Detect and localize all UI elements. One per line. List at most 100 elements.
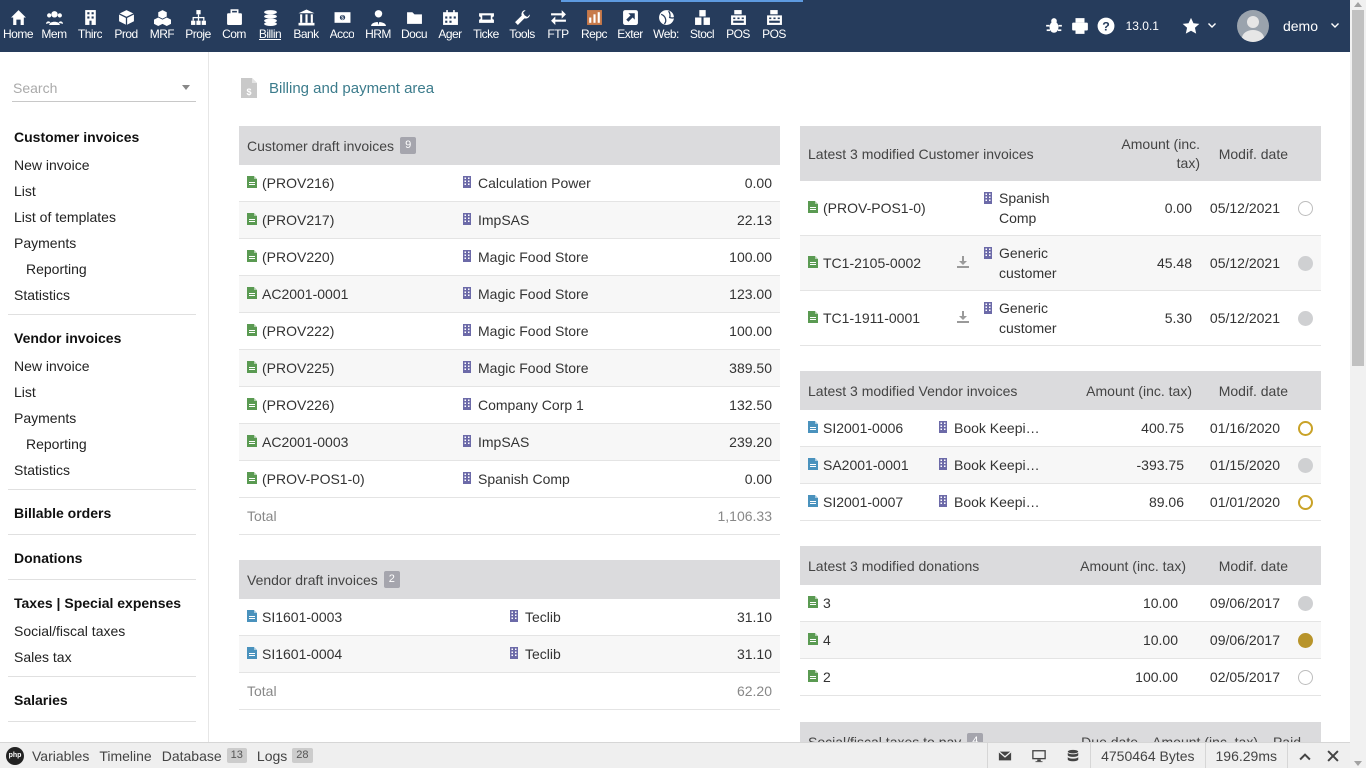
page-title[interactable]: Billing and payment area [269,79,435,97]
thirdparty-link[interactable]: Magic Food Store [462,286,682,302]
menu-item-pos-20[interactable]: POS [720,0,756,52]
thirdparty-link[interactable]: Spanish Comp [983,188,1083,228]
sidebar-item-vi-reporting[interactable]: Reporting [26,436,87,452]
donation-ref-link[interactable]: 3 [808,595,1078,611]
menu-item-proje-5[interactable]: Proje [180,0,216,52]
user-chevron-down-icon[interactable] [1330,18,1340,34]
invoice-ref-link[interactable]: (PROV216) [247,175,462,191]
menu-item-repc-16[interactable]: Repc [576,0,612,52]
invoice-ref-link[interactable]: (PROV220) [247,249,462,265]
thirdparty-link[interactable]: Spanish Comp [462,471,682,487]
download-icon[interactable] [956,255,970,272]
menu-item-com-6[interactable]: Com [216,0,252,52]
sidebar-item-sales-tax[interactable]: Sales tax [14,649,72,665]
thirdparty-link[interactable]: Book Keepi… [938,420,1068,436]
sidebar-item-ci-new[interactable]: New invoice [14,157,90,173]
sidebar-section-vendor-invoices[interactable]: Vendor invoices [14,330,122,346]
chevron-up-icon[interactable] [1287,743,1322,768]
invoice-ref-link[interactable]: SA2001-0001 [808,457,938,473]
menu-item-ticke-13[interactable]: Ticke [468,0,504,52]
thirdparty-link[interactable]: Generic customer [983,298,1083,338]
menu-item-tools-14[interactable]: Tools [504,0,540,52]
thirdparty-link[interactable]: Company Corp 1 [462,397,682,413]
menu-item-docu-11[interactable]: Docu [396,0,432,52]
latest-customer-title[interactable]: Latest 3 modified Customer invoices [808,145,1034,162]
thirdparty-link[interactable]: Magic Food Store [462,360,682,376]
sidebar-item-vi-statistics[interactable]: Statistics [14,462,71,478]
thirdparty-link[interactable]: Magic Food Store [462,323,682,339]
thirdparty-link[interactable]: Book Keepi… [938,457,1068,473]
scrollbar-thumb[interactable] [1352,10,1364,366]
sidebar-item-ci-list[interactable]: List [14,183,36,199]
chevron-down-icon[interactable] [1207,18,1217,34]
donation-ref-link[interactable]: 2 [808,669,1078,685]
debug-tab-database[interactable]: Database 13 [162,748,247,764]
social-taxes-title[interactable]: Social/fiscal taxes to pay [808,733,962,743]
close-icon[interactable] [1322,743,1344,768]
menu-item-thirc-2[interactable]: Thirc [72,0,108,52]
bug-icon[interactable] [1044,16,1064,36]
menu-item-home-0[interactable]: Home [0,0,36,52]
menu-item-acco-9[interactable]: $ Acco [324,0,360,52]
sidebar-section-taxes[interactable]: Taxes | Special expenses [14,595,182,611]
sidebar-section-salaries[interactable]: Salaries [14,692,68,708]
sidebar-item-vi-payments[interactable]: Payments [14,410,77,426]
sidebar-item-ci-statistics[interactable]: Statistics [14,287,71,303]
debug-tab-variables[interactable]: Variables [32,747,90,764]
debug-tab-timeline[interactable]: Timeline [99,747,152,764]
invoice-ref-link[interactable]: (PROV225) [247,360,462,376]
menu-item-billin-7[interactable]: Billin [252,0,288,52]
menu-item-stocl-19[interactable]: Stocl [684,0,720,52]
latest-vendor-title[interactable]: Latest 3 modified Vendor invoices [808,382,1018,399]
menu-item-hrm-10[interactable]: HRM [360,0,396,52]
invoice-ref-link[interactable]: SI1601-0003 [247,609,509,625]
sidebar-section-billable-orders[interactable]: Billable orders [14,505,112,521]
invoice-ref-link[interactable]: TC1-1911-0001 [808,310,943,326]
scroll-up-arrow[interactable] [1354,2,1362,7]
sidebar-item-ci-reporting[interactable]: Reporting [26,261,87,277]
menu-item-pos-21[interactable]: POS [756,0,792,52]
thirdparty-link[interactable]: Teclib [509,609,689,625]
menu-item-mrf-4[interactable]: MRF [144,0,180,52]
database-icon[interactable] [1056,743,1090,768]
search-box[interactable] [12,76,196,102]
invoice-ref-link[interactable]: (PROV226) [247,397,462,413]
vendor-draft-title[interactable]: Vendor draft invoices [247,571,378,588]
monitor-icon[interactable] [1022,743,1056,768]
invoice-ref-link[interactable]: (PROV-POS1-0) [247,471,462,487]
customer-draft-title[interactable]: Customer draft invoices [247,137,395,154]
php-logo-icon[interactable]: php [6,746,24,765]
sidebar-section-customer-invoices[interactable]: Customer invoices [14,129,140,145]
invoice-ref-link[interactable]: SI1601-0004 [247,646,509,662]
star-icon[interactable] [1181,16,1201,36]
sidebar-item-vi-new[interactable]: New invoice [14,358,90,374]
menu-item-bank-8[interactable]: Bank [288,0,324,52]
search-dropdown-icon[interactable] [182,85,190,90]
help-icon[interactable]: ? [1096,16,1116,36]
invoice-ref-link[interactable]: AC2001-0003 [247,434,462,450]
menu-item-mem-1[interactable]: Mem [36,0,72,52]
thirdparty-link[interactable]: Teclib [509,646,689,662]
menu-item-prod-3[interactable]: Prod [108,0,144,52]
invoice-ref-link[interactable]: AC2001-0001 [247,286,462,302]
donation-ref-link[interactable]: 4 [808,632,1078,648]
print-icon[interactable] [1070,16,1090,36]
envelope-icon[interactable] [987,743,1022,768]
menu-item-exter-17[interactable]: Exter [612,0,648,52]
sidebar-item-social-taxes[interactable]: Social/fiscal taxes [14,623,126,639]
menu-item-ager-12[interactable]: Ager [432,0,468,52]
sidebar-item-ci-payments[interactable]: Payments [14,235,77,251]
sidebar-item-vi-list[interactable]: List [14,384,36,400]
username[interactable]: demo [1282,18,1318,34]
menu-item-ftp-15[interactable]: FTP [540,0,576,52]
menu-item-web-18[interactable]: Web: [648,0,684,52]
thirdparty-link[interactable]: Calculation Power [462,175,682,191]
debug-tab-logs[interactable]: Logs 28 [257,748,313,764]
thirdparty-link[interactable]: Generic customer [983,243,1083,283]
thirdparty-link[interactable]: Book Keepi… [938,494,1068,510]
invoice-ref-link[interactable]: (PROV217) [247,212,462,228]
invoice-ref-link[interactable]: (PROV-POS1-0) [808,200,943,216]
thirdparty-link[interactable]: ImpSAS [462,212,682,228]
thirdparty-link[interactable]: Magic Food Store [462,249,682,265]
sidebar-section-donations[interactable]: Donations [14,550,83,566]
